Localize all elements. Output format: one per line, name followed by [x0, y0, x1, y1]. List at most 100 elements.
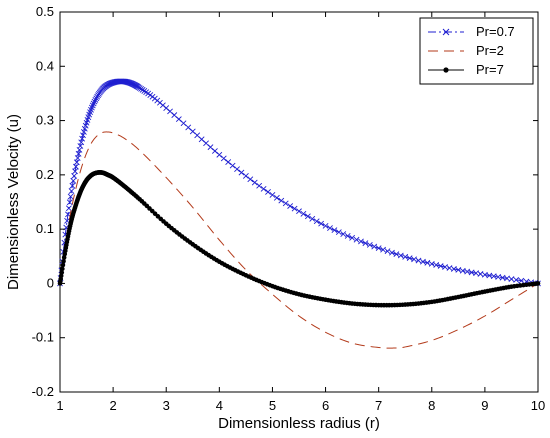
legend-label: Pr=0.7 [476, 24, 515, 39]
data-point [70, 177, 77, 184]
data-point [59, 270, 65, 275]
data-point [344, 233, 351, 239]
data-point [72, 168, 78, 175]
data-point [265, 189, 271, 195]
data-point [362, 240, 369, 247]
data-point [92, 96, 99, 103]
legend-label: Pr=7 [476, 62, 504, 77]
data-point [349, 234, 356, 241]
data-point [211, 148, 218, 154]
y-tick-label: -0.2 [32, 384, 54, 399]
data-point [442, 264, 448, 270]
data-point [269, 192, 276, 198]
data-point [247, 176, 254, 183]
data-point [450, 266, 457, 272]
x-tick-label: 6 [322, 398, 329, 413]
data-point [389, 249, 395, 256]
data-point [366, 241, 373, 248]
data-point [287, 203, 294, 209]
data-point [61, 258, 66, 264]
data-point [67, 193, 74, 200]
data-point [65, 205, 72, 212]
data-point [313, 218, 320, 225]
data-point [508, 276, 515, 283]
data-point [518, 277, 525, 284]
data-point [93, 95, 100, 102]
data-point [78, 139, 85, 146]
data-point [415, 257, 422, 264]
data-point [455, 266, 462, 273]
data-point [234, 166, 240, 173]
y-tick-label: 0.5 [36, 4, 54, 19]
data-point [180, 120, 187, 127]
x-axis-title: Dimensionless radius (r) [218, 415, 380, 432]
legend-marker [443, 67, 449, 73]
data-point [397, 252, 404, 259]
data-point [260, 185, 267, 192]
data-point [393, 251, 400, 258]
data-point [60, 262, 66, 268]
data-point [420, 258, 426, 265]
data-point [371, 243, 378, 250]
data-point [402, 253, 409, 260]
x-tick-label: 8 [428, 398, 435, 413]
data-point [358, 238, 364, 245]
data-point [468, 269, 475, 276]
data-point [428, 260, 435, 267]
series-layer [57, 78, 541, 349]
legend-marker [442, 28, 450, 36]
data-point [406, 255, 413, 262]
x-tick-label: 9 [481, 398, 488, 413]
data-point [73, 163, 79, 170]
data-point [318, 220, 325, 227]
y-tick-label: 0.4 [36, 58, 54, 73]
data-point [331, 227, 338, 234]
legend-label: Pr=2 [476, 43, 504, 58]
data-point [69, 182, 76, 189]
data-point [473, 270, 479, 277]
x-tick-label: 5 [269, 398, 276, 413]
data-point [446, 265, 453, 271]
data-point [300, 210, 307, 217]
data-point [309, 215, 316, 222]
data-point [91, 98, 98, 105]
data-point [433, 262, 440, 268]
data-point [437, 263, 444, 269]
data-point [459, 267, 466, 274]
x-tick-label: 1 [56, 398, 63, 413]
data-point [424, 259, 431, 266]
x-tick-label: 10 [531, 398, 545, 413]
y-axis-title: Dimensionless Velocity (u) [5, 114, 22, 290]
x-tick-label: 2 [109, 398, 116, 413]
data-point [238, 169, 245, 176]
data-point [79, 135, 86, 142]
data-point [327, 225, 333, 231]
data-point [58, 273, 64, 279]
data-point [175, 116, 182, 123]
data-point [71, 173, 78, 179]
y-tick-label: 0.3 [36, 113, 54, 128]
data-point [251, 179, 258, 186]
data-point [68, 188, 75, 194]
series-line-1 [59, 131, 539, 349]
data-point [216, 151, 223, 158]
data-point [242, 173, 249, 179]
data-point [513, 276, 520, 283]
data-point [80, 132, 86, 139]
data-point [282, 200, 289, 207]
data-point [384, 248, 391, 255]
x-tick-label: 7 [375, 398, 382, 413]
data-point [335, 229, 342, 236]
y-tick-label: 0.2 [36, 167, 54, 182]
data-point [61, 255, 67, 260]
data-point [340, 231, 347, 237]
data-point [296, 208, 302, 215]
data-point [411, 256, 417, 263]
data-point [220, 155, 227, 162]
y-tick-label: -0.1 [32, 330, 54, 345]
data-point [291, 205, 298, 212]
data-point [322, 222, 329, 229]
x-tick-label: 3 [163, 398, 170, 413]
ticks-layer: 1 2 3 4 5 6 7 8 9 10 -0.2 -0.1 0 0.1 0.2 0.3 0.4 0.5 [32, 4, 546, 413]
